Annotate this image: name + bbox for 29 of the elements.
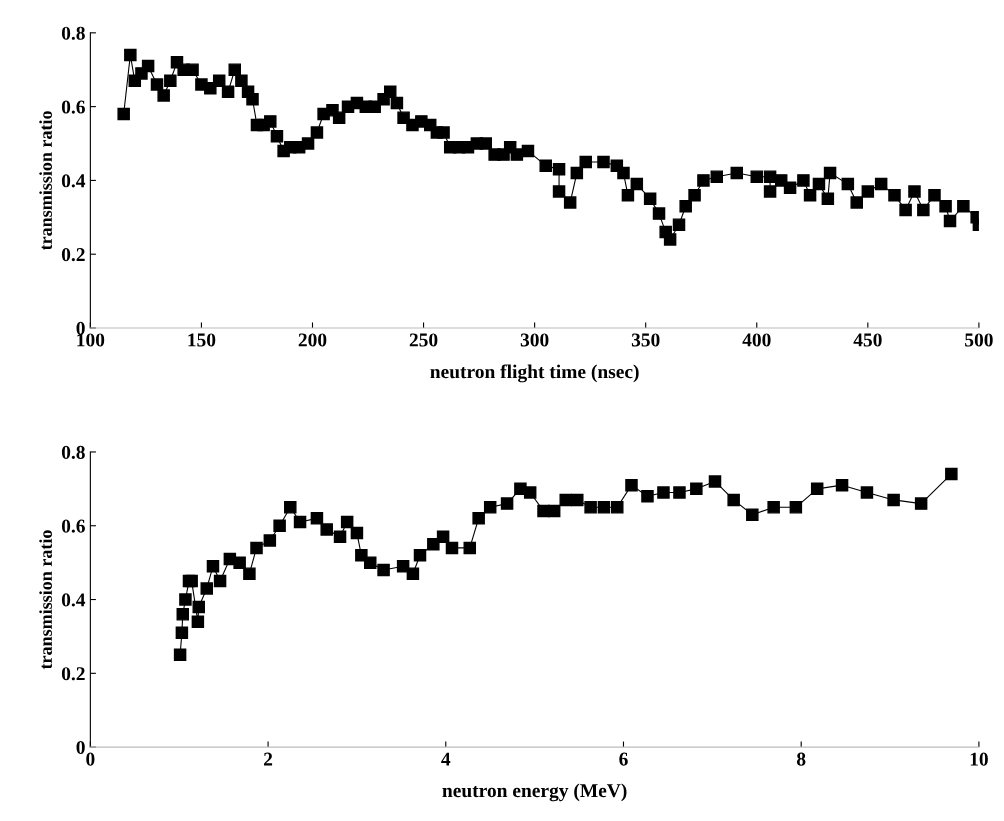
y-tick-label: 0.4 xyxy=(61,593,86,607)
x-tick-label: 200 xyxy=(298,333,327,347)
x-tick-label: 250 xyxy=(409,333,438,347)
x-axis-title: neutron energy (MeV) xyxy=(442,783,627,802)
x-tick-label: 300 xyxy=(520,333,549,347)
y-tick-label: 0 xyxy=(76,740,85,755)
x-tick-label: 150 xyxy=(188,333,216,347)
x-axis-title: neutron flight time (nsec) xyxy=(430,364,639,383)
x-tick-label: 4 xyxy=(441,752,451,766)
y-tick-label: 0.8 xyxy=(61,26,85,40)
x-tick-label: 400 xyxy=(742,333,771,347)
x-tick-label: 450 xyxy=(853,333,882,347)
y-axis-title: transmission ratio xyxy=(39,530,52,670)
x-tick-label: 0 xyxy=(86,752,95,766)
x-tick-label: 350 xyxy=(631,333,660,347)
x-tick-label: 10 xyxy=(970,752,988,766)
y-tick-label: 0 xyxy=(76,321,85,335)
y-tick-label: 0.2 xyxy=(61,667,85,681)
x-tick-label: 500 xyxy=(965,333,993,347)
y-tick-label: 0.8 xyxy=(61,445,85,459)
x-tick-label: 8 xyxy=(796,752,806,766)
x-tick-label: 2 xyxy=(264,752,273,766)
y-tick-label: 0.6 xyxy=(61,519,85,533)
x-tick-label: 6 xyxy=(619,752,628,766)
y-tick-label: 0.2 xyxy=(61,248,85,262)
y-tick-label: 0.6 xyxy=(61,100,85,114)
x-tick-label: 100 xyxy=(77,333,105,347)
y-tick-label: 0.4 xyxy=(61,174,86,188)
y-axis-title: transmission ratio xyxy=(39,111,52,251)
